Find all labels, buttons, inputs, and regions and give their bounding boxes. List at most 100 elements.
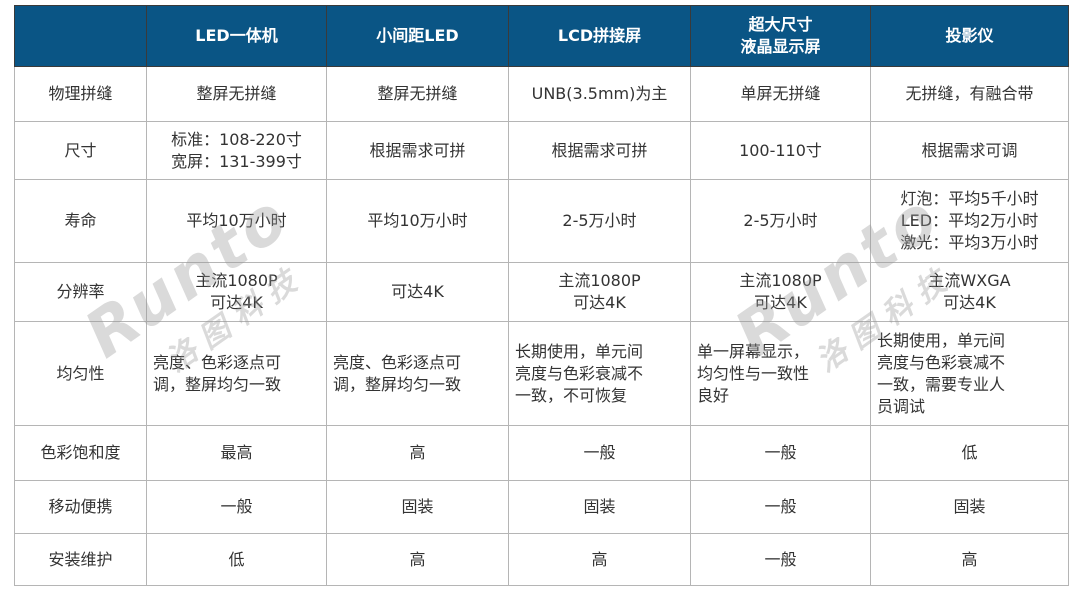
cell-text-line: 调，整屏均匀一致 bbox=[333, 374, 462, 394]
cell-text-line: 长期使用，单元间 bbox=[877, 330, 1006, 350]
cell-text-line: 标准：108-220寸 bbox=[171, 129, 302, 149]
cell-text-line: 平均10万小时 bbox=[367, 211, 468, 230]
cell-text-line: 主流1080P bbox=[195, 271, 278, 290]
table-cell: 根据需求可拼 bbox=[508, 121, 691, 180]
table-cell: 标准：108-220寸 宽屏：131-399寸 bbox=[146, 121, 327, 180]
table-cell: 一般 bbox=[146, 480, 327, 534]
cell-text-line: 整屏无拼缝 bbox=[196, 84, 277, 103]
table-cell: 整屏无拼缝 bbox=[146, 66, 327, 122]
table-row: 色彩饱和度 最高 高 一般 一般 低 bbox=[14, 425, 1069, 481]
row-label: 色彩饱和度 bbox=[14, 425, 147, 481]
cell-text-line: 2-5万小时 bbox=[743, 211, 818, 230]
cell-text-line: 一般 bbox=[764, 497, 797, 516]
cell-text-line: 长期使用，单元间 bbox=[515, 341, 644, 361]
table-cell: 长期使用，单元间 亮度与色彩衰减不 一致，需要专业人 员调试 bbox=[870, 321, 1069, 426]
table-cell: 固装 bbox=[508, 480, 691, 534]
table-cell: 灯泡：平均5千小时 LED：平均2万小时 激光：平均3万小时 bbox=[870, 179, 1069, 263]
row-label: 均匀性 bbox=[14, 321, 147, 426]
cell-text-line: 根据需求可拼 bbox=[551, 140, 648, 160]
column-header: 超大尺寸 液晶显示屏 bbox=[690, 5, 871, 67]
table-cell: 主流WXGA 可达4K bbox=[870, 262, 1069, 322]
cell-text-line: 一般 bbox=[764, 443, 797, 462]
row-label: 物理拼缝 bbox=[14, 66, 147, 122]
cell-text-line: 低 bbox=[961, 443, 978, 462]
table-cell: 2-5万小时 bbox=[508, 179, 691, 263]
row-label: 移动便携 bbox=[14, 480, 147, 534]
table-cell: 一般 bbox=[690, 480, 871, 534]
cell-text-line: 调，整屏均匀一致 bbox=[153, 374, 282, 394]
cell-text-line: 根据需求可拼 bbox=[369, 140, 466, 160]
table-cell: 高 bbox=[870, 533, 1069, 586]
cell-text-line: 无拼缝，有融合带 bbox=[905, 84, 1034, 103]
table-cell: 亮度、色彩逐点可 调，整屏均匀一致 bbox=[146, 321, 327, 426]
table-cell: 高 bbox=[326, 425, 509, 481]
table-cell: 主流1080P 可达4K bbox=[508, 262, 691, 322]
comparison-table: LED一体机 小间距LED LCD拼接屏 超大尺寸 液晶显示屏 投影仪 物理拼缝 整屏无拼缝… bbox=[14, 5, 1069, 586]
cell-text-line: 均匀性与一致性 bbox=[697, 363, 810, 383]
table-row: 移动便携 一般 固装 固装 一般 固装 bbox=[14, 480, 1069, 534]
table-cell: 可达4K bbox=[326, 262, 509, 322]
cell-text-line: 可达4K bbox=[573, 293, 626, 312]
table-cell: 固装 bbox=[326, 480, 509, 534]
header-row: LED一体机 小间距LED LCD拼接屏 超大尺寸 液晶显示屏 投影仪 bbox=[14, 5, 1069, 67]
cell-text-line: 液晶显示屏 bbox=[740, 37, 821, 56]
cell-text-line: 主流WXGA bbox=[928, 271, 1011, 290]
table-cell: 根据需求可调 bbox=[870, 121, 1069, 180]
cell-text-line: 100-110寸 bbox=[739, 140, 822, 160]
table-cell: 单屏无拼缝 bbox=[690, 66, 871, 122]
cell-text-line: 亮度与色彩衰减不 bbox=[877, 352, 1006, 372]
table-cell: 长期使用，单元间 亮度与色彩衰减不 一致，不可恢复 bbox=[508, 321, 691, 426]
cell-text-line: LED：平均2万小时 bbox=[900, 211, 1039, 230]
table-cell: 主流1080P 可达4K bbox=[690, 262, 871, 322]
cell-text-line: 一致，不可恢复 bbox=[515, 385, 628, 405]
cell-text-line: 单屏无拼缝 bbox=[740, 84, 821, 103]
table-cell: 无拼缝，有融合带 bbox=[870, 66, 1069, 122]
cell-text-line: 可达4K bbox=[754, 293, 807, 312]
cell-text-line: 激光：平均3万小时 bbox=[900, 233, 1039, 252]
row-label: 分辨率 bbox=[14, 262, 147, 322]
cell-text-line: 宽屏：131-399寸 bbox=[171, 151, 302, 171]
table-cell: 低 bbox=[870, 425, 1069, 481]
cell-text-line: 固装 bbox=[401, 497, 434, 516]
row-label: 尺寸 bbox=[14, 121, 147, 180]
table-cell: 根据需求可拼 bbox=[326, 121, 509, 180]
cell-text-line: 高 bbox=[591, 549, 608, 569]
cell-text-line: 亮度、色彩逐点可 bbox=[153, 352, 282, 372]
table-cell: 2-5万小时 bbox=[690, 179, 871, 263]
cell-text-line: 一般 bbox=[220, 497, 253, 516]
cell-text-line: 主流1080P bbox=[739, 271, 822, 290]
table-cell: 一般 bbox=[508, 425, 691, 481]
table-cell: 固装 bbox=[870, 480, 1069, 534]
cell-text-line: 可达4K bbox=[210, 293, 263, 312]
table-cell: 100-110寸 bbox=[690, 121, 871, 180]
cell-text-line: 可达4K bbox=[391, 282, 444, 301]
table-row: 寿命 平均10万小时 平均10万小时 2-5万小时 2-5万小时 灯泡：平均5千小时 LED… bbox=[14, 179, 1069, 263]
cell-text-line: 一般 bbox=[583, 443, 616, 462]
row-label: 安装维护 bbox=[14, 533, 147, 586]
cell-text-line: 良好 bbox=[697, 385, 730, 405]
cell-text-line: UNB(3.5mm)为主 bbox=[531, 84, 668, 103]
cell-text-line: 固装 bbox=[583, 497, 616, 516]
table-cell: 低 bbox=[146, 533, 327, 586]
cell-text-line: 主流1080P bbox=[558, 271, 641, 290]
cell-text-line: 高 bbox=[409, 443, 426, 462]
table-cell: 整屏无拼缝 bbox=[326, 66, 509, 122]
cell-text-line: 低 bbox=[228, 549, 245, 569]
cell-text-line: 平均10万小时 bbox=[186, 211, 287, 230]
table-cell: 最高 bbox=[146, 425, 327, 481]
cell-text-line: 整屏无拼缝 bbox=[377, 84, 458, 103]
column-header: 小间距LED bbox=[326, 5, 509, 67]
table-row: 尺寸 标准：108-220寸 宽屏：131-399寸 根据需求可拼 根据需求可拼 100-… bbox=[14, 121, 1069, 180]
cell-text-line: 高 bbox=[961, 549, 978, 569]
cell-text-line: 根据需求可调 bbox=[921, 140, 1018, 160]
table-cell: 主流1080P 可达4K bbox=[146, 262, 327, 322]
table-cell: 高 bbox=[326, 533, 509, 586]
table-cell: 亮度、色彩逐点可 调，整屏均匀一致 bbox=[326, 321, 509, 426]
table-cell: UNB(3.5mm)为主 bbox=[508, 66, 691, 122]
table-row: 安装维护 低 高 高 一般 高 bbox=[14, 533, 1069, 586]
cell-text-line: 员调试 bbox=[877, 396, 926, 416]
cell-text-line: 灯泡：平均5千小时 bbox=[900, 189, 1039, 208]
cell-text-line: 单一屏幕显示， bbox=[697, 341, 810, 361]
table-cell: 单一屏幕显示， 均匀性与一致性 良好 bbox=[690, 321, 871, 426]
table-cell: 一般 bbox=[690, 533, 871, 586]
